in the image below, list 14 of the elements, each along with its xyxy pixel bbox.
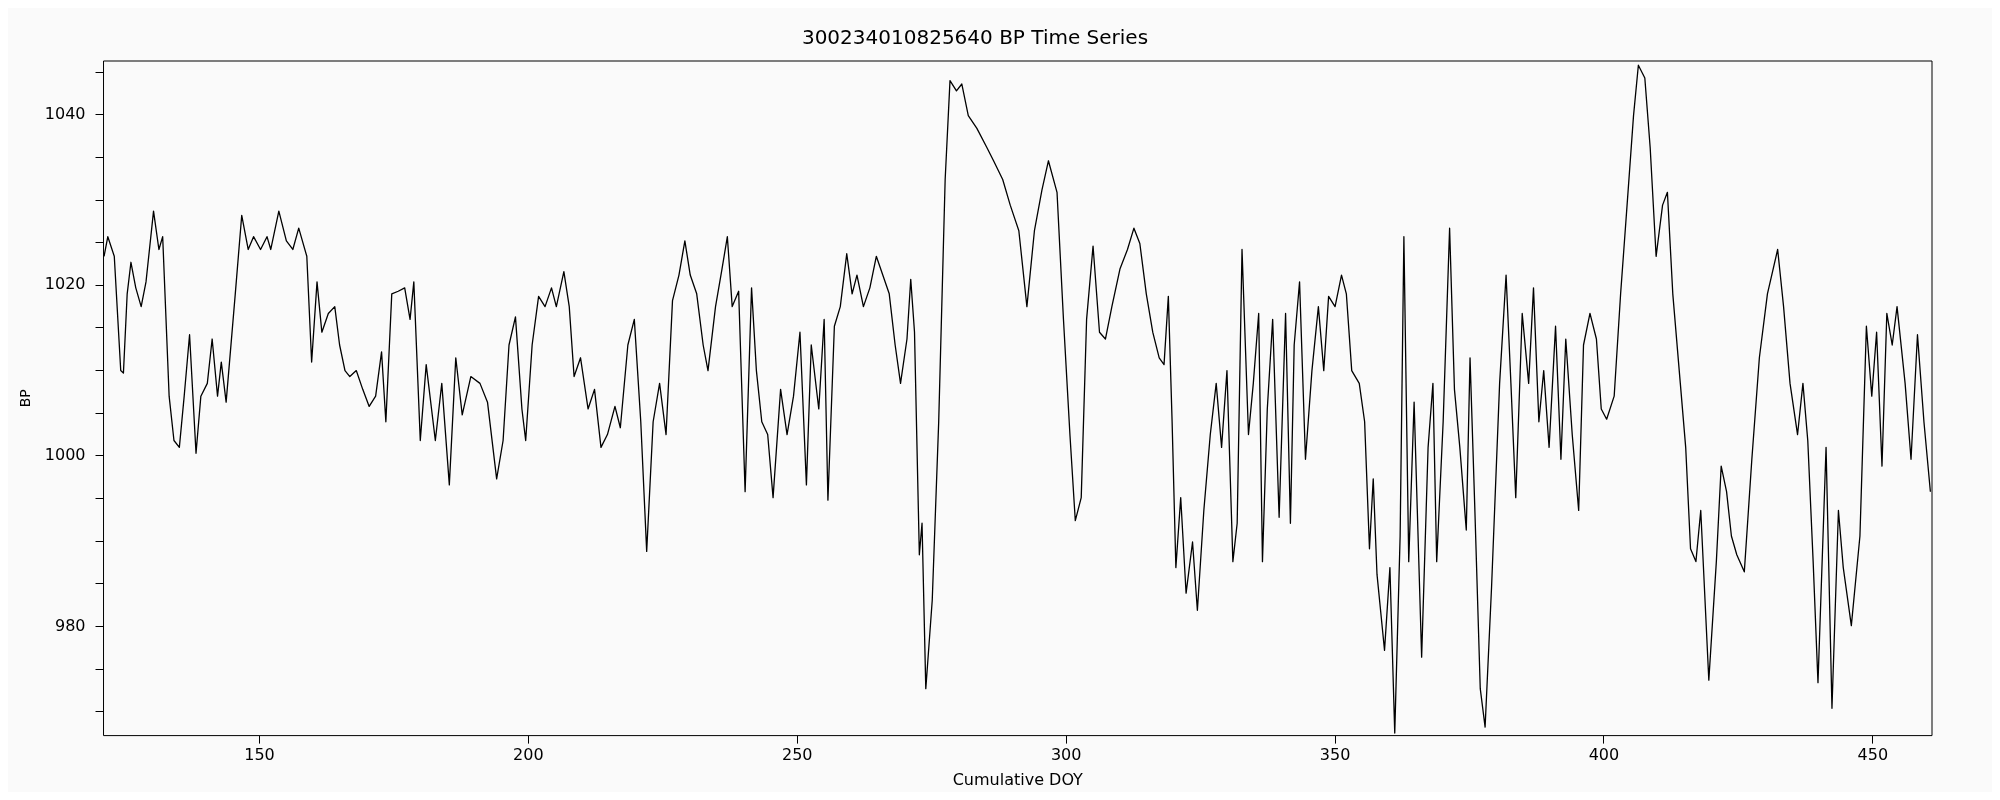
y-tick-label: 1020 <box>44 274 86 294</box>
x-tick-label: 400 <box>1588 745 1620 765</box>
y-tick-label: 1040 <box>44 103 86 123</box>
x-tick-label: 300 <box>1050 745 1082 765</box>
x-tick-label: 200 <box>513 745 544 765</box>
x-tick-label: 250 <box>781 745 813 765</box>
x-tick-label: 450 <box>1857 745 1889 765</box>
x-tick-label: 350 <box>1319 745 1351 765</box>
y-axis-title: BP <box>17 389 34 408</box>
y-tick-label: 980 <box>54 615 86 635</box>
x-axis-title: Cumulative DOY <box>952 769 1084 789</box>
chart-title: 300234010825640 BP Time Series <box>801 25 1149 50</box>
y-tick-label: 1000 <box>44 445 86 465</box>
x-tick-label: 150 <box>244 745 275 765</box>
